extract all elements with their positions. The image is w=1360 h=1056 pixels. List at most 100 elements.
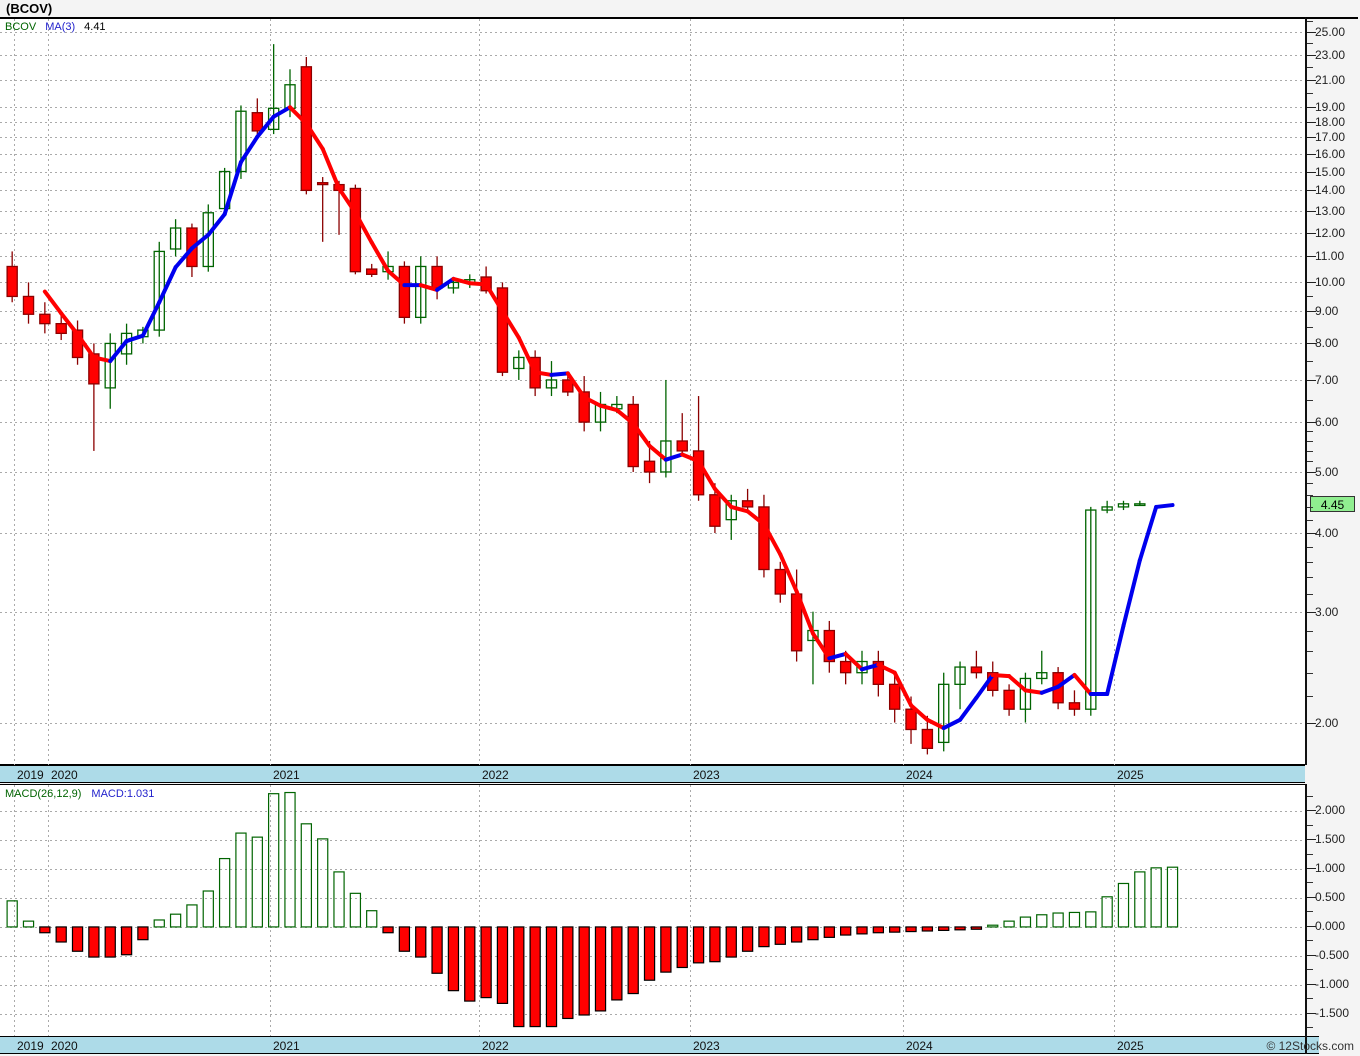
macd-axis-tick: [1307, 810, 1316, 812]
price-axis-label: 25.00: [1315, 24, 1346, 39]
date-axis-year: 2023: [693, 768, 720, 782]
date-axis-year: 2022: [482, 1039, 509, 1053]
macd-bar: [1150, 867, 1162, 928]
price-axis-minor-tick: [1307, 461, 1313, 463]
price-axis-minor-tick: [1307, 494, 1313, 496]
macd-axis-label: 1.000: [1315, 861, 1346, 875]
date-axis-year: 2022: [482, 768, 509, 782]
macd-axis-minor-tick: [1307, 795, 1313, 797]
candlestick: [1117, 500, 1130, 511]
macd-bar: [807, 926, 819, 941]
macd-chart-panel[interactable]: [0, 784, 1305, 1037]
macd-axis-label: -0.500: [1315, 947, 1350, 962]
macd-axis-label: -1.500: [1315, 1005, 1350, 1020]
macd-bar: [1068, 911, 1081, 928]
date-axis-year: 2019: [17, 768, 44, 782]
price-axis-minor-tick: [1307, 326, 1313, 328]
candlestick: [627, 396, 639, 472]
price-axis-tick: [1307, 611, 1316, 613]
price-axis-label: 17.00: [1315, 130, 1346, 145]
price-axis-minor-tick: [1307, 92, 1313, 94]
price-axis-tick: [1307, 422, 1316, 424]
macd-bar: [545, 926, 558, 1028]
candlestick: [513, 350, 525, 380]
price-axis-tick: [1307, 54, 1316, 56]
price-axis-tick: [1307, 153, 1316, 155]
macd-bar: [1085, 911, 1097, 928]
price-axis-label: 12.00: [1315, 225, 1346, 240]
macd-bar: [333, 871, 345, 928]
candlestick: [970, 650, 983, 679]
macd-axis-tick: [1307, 868, 1316, 869]
macd-bar: [317, 838, 329, 928]
macd-bar: [1003, 920, 1015, 928]
price-axis-minor-tick: [1307, 400, 1313, 402]
price-legend: BCOV MA(3) 4.41: [5, 20, 106, 34]
macd-legend: MACD(26,12,9) MACD:1.031: [5, 787, 154, 801]
candlestick: [545, 361, 558, 397]
price-axis-tick: [1307, 137, 1316, 139]
candlestick: [316, 177, 329, 242]
price-legend-value: 4.41: [84, 21, 106, 33]
candlestick: [758, 494, 770, 578]
macd-bar: [856, 926, 868, 935]
candlestick: [88, 343, 100, 451]
macd-bar: [496, 926, 509, 1004]
candlestick: [1036, 650, 1048, 685]
macd-bar: [1052, 912, 1064, 928]
candlestick: [937, 672, 950, 752]
macd-bar: [55, 926, 67, 943]
page-title: (BCOV): [6, 1, 53, 16]
price-axis-label: 18.00: [1315, 114, 1346, 129]
price-axis-tick: [1307, 256, 1316, 258]
macd-axis-tick: [1307, 839, 1316, 841]
candlestick: [1019, 672, 1032, 723]
price-axis-label: 7.00: [1315, 372, 1339, 387]
price-axis-minor-tick: [1307, 696, 1313, 698]
macd-axis-minor-tick: [1307, 853, 1313, 855]
macd-bar: [39, 926, 51, 934]
price-axis-minor-tick: [1307, 630, 1313, 632]
macd-bar: [120, 926, 133, 956]
candlestick: [22, 282, 35, 324]
macd-bar: [938, 926, 950, 932]
price-axis-minor-tick: [1307, 672, 1313, 674]
price-axis[interactable]: 4.45 25.00 23.00 21.00 19.00 18.00 17.00 16.00…: [1305, 17, 1360, 765]
candlestick: [954, 661, 966, 710]
macd-bar: [235, 832, 247, 928]
macd-bar: [1134, 871, 1146, 928]
date-axis-year: 2020: [51, 1039, 78, 1053]
macd-bar: [1101, 896, 1113, 928]
date-axis-price[interactable]: 2019 2020 2021 2022 2023 2024 2025: [0, 765, 1305, 783]
macd-axis-label: 0.500: [1315, 889, 1346, 904]
macd-axis-label: 1.500: [1315, 832, 1346, 847]
candlestick: [578, 376, 590, 432]
macd-axis-minor-tick: [1307, 969, 1313, 971]
macd-bar: [464, 926, 476, 1002]
price-axis-tick: [1307, 79, 1316, 81]
price-axis-label: 6.00: [1315, 415, 1339, 430]
price-axis-label: 15.00: [1315, 164, 1346, 179]
price-axis-tick: [1307, 31, 1316, 33]
date-axis-year: 2021: [273, 768, 300, 782]
macd-bar: [660, 926, 672, 973]
price-axis-label: 2.00: [1315, 715, 1339, 730]
price-axis-label: 5.00: [1315, 464, 1339, 479]
candlestick: [365, 263, 378, 277]
macd-bar: [823, 926, 835, 938]
price-axis-label: 3.00: [1315, 604, 1339, 619]
price-chart-panel[interactable]: [0, 17, 1305, 767]
price-axis-minor-tick: [1307, 440, 1313, 442]
price-axis-minor-tick: [1307, 547, 1313, 549]
right-frame: [1358, 0, 1360, 1036]
price-axis-minor-tick: [1307, 483, 1313, 485]
candlestick: [496, 282, 509, 377]
macd-bar: [202, 890, 214, 928]
macd-bar: [349, 892, 362, 928]
date-axis-macd[interactable]: 2019 2020 2021 2022 2023 2024 2025: [0, 1036, 1305, 1054]
macd-axis[interactable]: 2.000 1.500 1.000 0.500 0.000 -0.500 -1.000 -1.…: [1305, 784, 1360, 1036]
macd-bar: [169, 913, 182, 928]
price-axis-tick: [1307, 232, 1316, 234]
date-axis-year: 2025: [1117, 768, 1144, 782]
macd-bar: [398, 926, 411, 952]
